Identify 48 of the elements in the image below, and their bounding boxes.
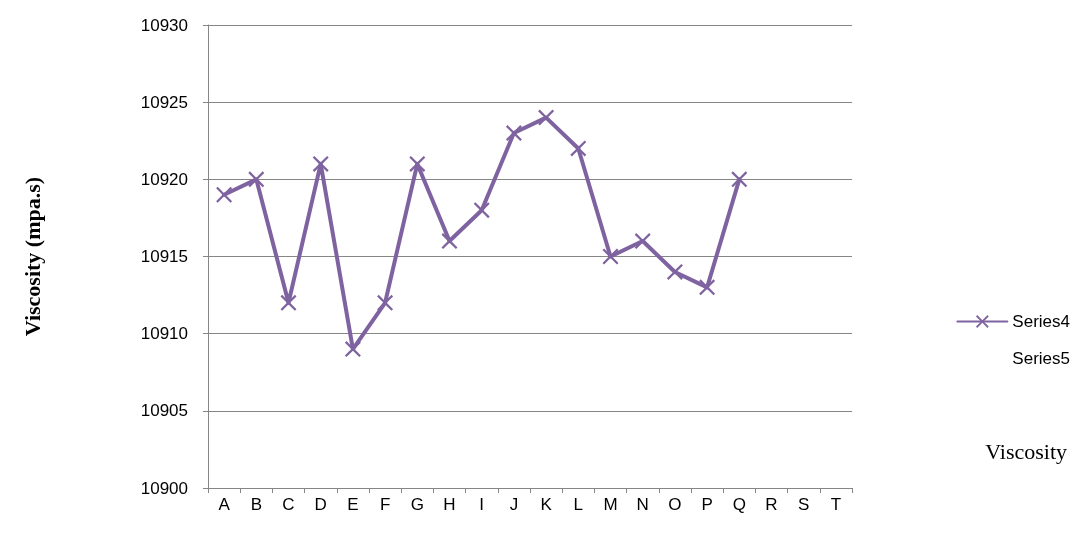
x-tick-label: A <box>218 495 231 514</box>
point <box>216 186 233 203</box>
point <box>699 279 716 296</box>
x-tick-label: Q <box>732 495 746 514</box>
point <box>666 263 683 280</box>
point <box>312 155 329 172</box>
x-tick-label: R <box>765 495 778 514</box>
text: Series5 <box>1012 349 1070 368</box>
x-tick-label: B <box>250 495 262 514</box>
point <box>409 155 426 172</box>
x-tick-label: E <box>347 495 359 514</box>
point <box>505 125 522 142</box>
point <box>473 202 490 219</box>
x-tick-label: K <box>540 495 553 514</box>
y-tick-label: 10930 <box>140 15 188 35</box>
x-tick-label: T <box>830 495 842 514</box>
y-tick-label: 10900 <box>140 478 188 498</box>
point <box>634 233 651 250</box>
x-tick-label: I <box>479 495 485 514</box>
x-tick-label: C <box>282 495 295 514</box>
y-tick-label: 10905 <box>140 401 188 421</box>
y-tick-label: 10925 <box>140 92 188 112</box>
point <box>731 171 748 188</box>
y-tick-label: 10915 <box>140 247 188 266</box>
text: Viscosity <box>985 438 1068 464</box>
x-tick-label: F <box>379 495 391 514</box>
y-tick-label: 10910 <box>140 324 188 344</box>
point <box>570 140 587 157</box>
y-tick-label: 10920 <box>140 169 188 189</box>
x-tick-label: N <box>636 495 649 514</box>
x-tick-label: H <box>443 495 456 514</box>
point <box>377 294 394 311</box>
point <box>538 109 555 126</box>
legend-label: Series4 <box>1012 312 1070 331</box>
x-tick-label: G <box>410 495 424 514</box>
x-tick-label: P <box>701 495 713 514</box>
x-tick-label: O <box>668 495 682 514</box>
point <box>602 248 619 265</box>
x-tick-label: D <box>314 495 327 514</box>
x-tick-label: M <box>603 495 618 514</box>
x-tick-label: S <box>798 495 810 514</box>
point <box>248 171 265 188</box>
x-tick-label: L <box>573 495 584 514</box>
y-axis-title: Viscosity (mpa.s) <box>19 176 45 337</box>
point <box>280 294 297 311</box>
x-tick-label: J <box>509 495 519 514</box>
point <box>441 233 458 250</box>
point <box>344 341 361 358</box>
